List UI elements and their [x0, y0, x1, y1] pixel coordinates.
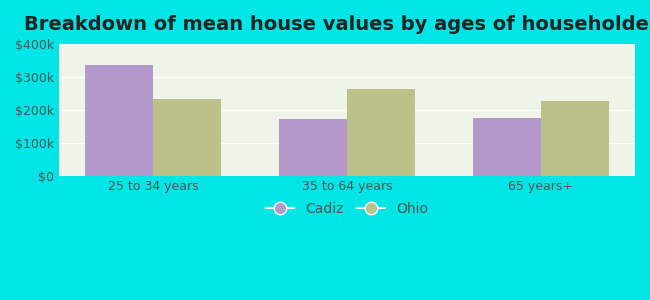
- Title: Breakdown of mean house values by ages of householders: Breakdown of mean house values by ages o…: [24, 15, 650, 34]
- Bar: [279, 119, 347, 176]
- Bar: [347, 89, 415, 176]
- Bar: [153, 99, 221, 176]
- Bar: [85, 65, 153, 176]
- Bar: [473, 118, 541, 176]
- Legend: Cadiz, Ohio: Cadiz, Ohio: [261, 196, 434, 221]
- Bar: [541, 101, 609, 176]
